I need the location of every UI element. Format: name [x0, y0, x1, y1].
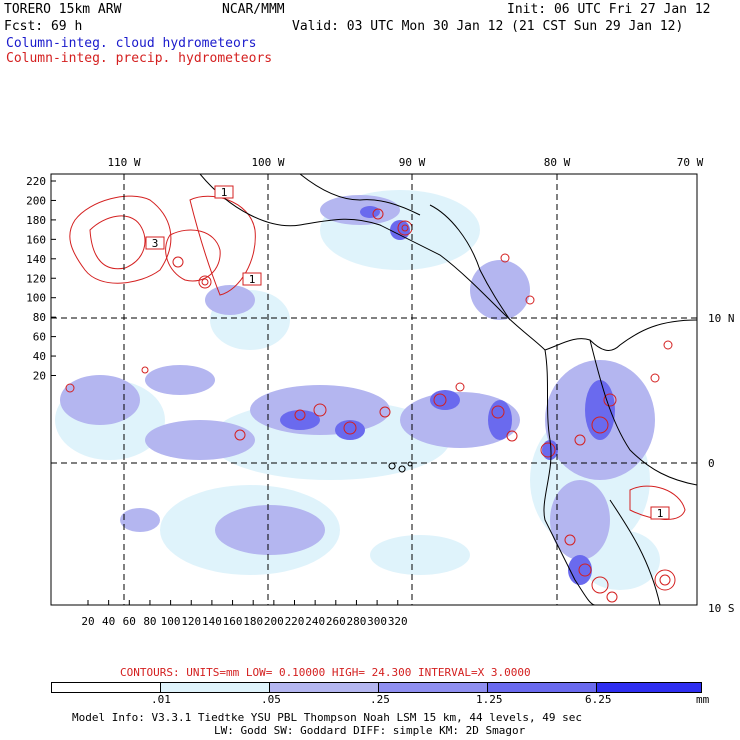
model-info: Model Info: V3.3.1 Tiedtke YSU PBL Thomp…	[72, 711, 582, 724]
legend-swatch-1	[160, 682, 270, 693]
x-tick-label: 260	[326, 615, 346, 628]
latlon-grid	[51, 174, 697, 605]
x-tick-label: 220	[285, 615, 305, 628]
init-time: Init: 06 UTC Fri 27 Jan 12	[507, 2, 711, 17]
lon-label: 90 W	[399, 156, 426, 169]
y-tick-label: 180	[26, 214, 46, 227]
y-tick-label: 120	[26, 272, 46, 285]
contour-label: 3	[152, 237, 159, 250]
y-tick-label: 80	[33, 311, 46, 324]
y-tick-label: 200	[26, 194, 46, 207]
y-tick-label: 220	[26, 175, 46, 188]
x-tick-label: 180	[243, 615, 263, 628]
legend-swatch-3	[378, 682, 488, 693]
y-tick-label: 140	[26, 253, 46, 266]
legend-threshold: .05	[261, 693, 281, 706]
contour-label: 1	[657, 507, 664, 520]
lon-label: 100 W	[251, 156, 284, 169]
lat-label: 10 S	[708, 602, 735, 615]
x-tick-label: 160	[223, 615, 243, 628]
lon-label: 70 W	[677, 156, 704, 169]
forecast-hour: Fcst: 69 h	[4, 19, 83, 34]
contours-note: CONTOURS: UNITS=mm LOW= 0.10000 HIGH= 24…	[120, 666, 531, 679]
org-label: NCAR/MMM	[222, 2, 285, 17]
legend-threshold: .01	[151, 693, 171, 706]
legend-threshold: 6.25	[585, 693, 612, 706]
lon-label: 110 W	[107, 156, 140, 169]
y-tick-label: 60	[33, 331, 46, 344]
x-tick-label: 140	[202, 615, 222, 628]
legend-swatch-0	[51, 682, 161, 693]
contour-labels: 1 3 1 1	[145, 185, 670, 520]
y-tick-label: 160	[26, 233, 46, 246]
x-tick-label: 60	[123, 615, 136, 628]
x-tick-label: 320	[388, 615, 408, 628]
contour-label: 1	[221, 186, 228, 199]
x-tick-label: 40	[102, 615, 115, 628]
y-tick-label: 100	[26, 292, 46, 305]
x-tick-label: 200	[264, 615, 284, 628]
x-tick-label: 20	[81, 615, 94, 628]
lat-label: 10 N	[708, 312, 735, 325]
legend-swatch-4	[487, 682, 597, 693]
x-tick-label: 240	[305, 615, 325, 628]
legend-swatch-5	[596, 682, 702, 693]
legend-swatch-2	[269, 682, 379, 693]
valid-time: Valid: 03 UTC Mon 30 Jan 12 (21 CST Sun …	[292, 19, 684, 34]
x-tick-label: 300	[367, 615, 387, 628]
legend-threshold: 1.25	[476, 693, 503, 706]
x-tick-label: 80	[143, 615, 156, 628]
y-tick-label: 40	[33, 350, 46, 363]
contour-label: 1	[249, 273, 256, 286]
x-tick-label: 100	[161, 615, 181, 628]
legend-unit: mm	[696, 693, 710, 706]
precip-field-label: Column-integ. precip. hydrometeors	[6, 51, 273, 66]
x-tick-label: 120	[181, 615, 201, 628]
x-tick-label: 280	[347, 615, 367, 628]
y-tick-label: 20	[33, 370, 46, 383]
model-title: TORERO 15km ARW	[4, 2, 122, 17]
cloud-field-label: Column-integ. cloud hydrometeors	[6, 36, 257, 51]
lat-label: 0	[708, 457, 715, 470]
plot-frame	[50, 173, 698, 606]
lon-label: 80 W	[544, 156, 571, 169]
hydrometeor-field	[51, 174, 697, 605]
legend-threshold: .25	[370, 693, 390, 706]
physics-info: LW: Godd SW: Goddard DIFF: simple KM: 2D…	[214, 724, 526, 737]
